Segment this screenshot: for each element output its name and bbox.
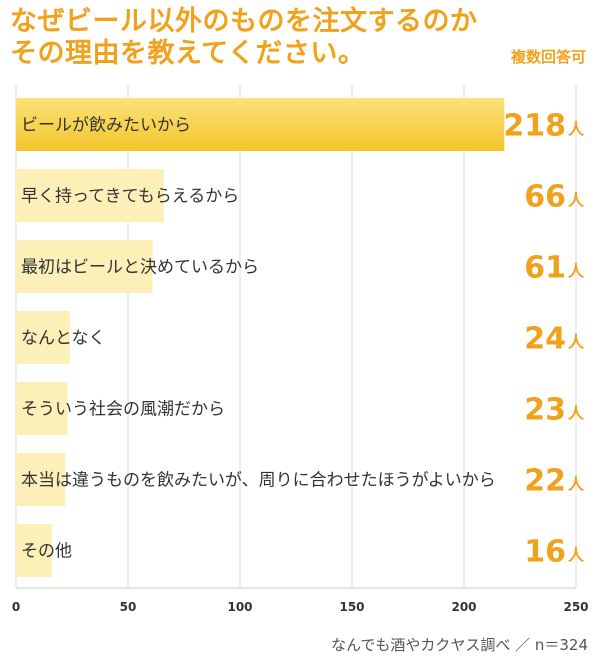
bar (16, 240, 153, 293)
value-unit: 人 (568, 333, 585, 352)
value-unit: 人 (568, 475, 585, 494)
value-unit: 人 (568, 546, 585, 565)
chart-title-line1: なぜビール以外のものを注文するのか (10, 6, 478, 37)
chart-title-line2: その理由を教えてください。 (10, 38, 366, 69)
value-label: 16 (524, 535, 566, 570)
x-tick-label: 100 (227, 600, 252, 614)
value-unit: 人 (568, 191, 585, 210)
category-label: その他 (21, 542, 72, 562)
value-unit: 人 (568, 404, 585, 423)
x-tick-label: 200 (451, 600, 476, 614)
value-label: 22 (524, 464, 566, 499)
value-label: 23 (524, 393, 566, 428)
bar (16, 524, 52, 577)
chart-title: なぜビール以外のものを注文するのか その理由を教えてください。 (10, 6, 478, 70)
value-unit: 人 (568, 262, 585, 281)
x-tick-label: 250 (563, 600, 588, 614)
x-tick-label: 50 (120, 600, 137, 614)
bar (16, 453, 66, 506)
multiple-answer-badge: 複数回答可 (510, 48, 586, 66)
source-note: なんでも酒やカクヤス調べ ／ n＝324 (331, 636, 588, 654)
bar (16, 169, 164, 222)
value-unit: 人 (568, 120, 585, 139)
value-label: 218 (503, 109, 566, 144)
category-label: 本当は違うものを飲みたいが、周りに合わせたほうがよいから (21, 471, 496, 491)
x-tick-label: 150 (339, 600, 364, 614)
value-label: 66 (524, 180, 566, 215)
value-label: 61 (524, 251, 566, 286)
category-label: 早く持ってきてもらえるから (21, 187, 239, 207)
bar (16, 311, 70, 364)
category-label: 最初はビールと決めているから (21, 258, 259, 278)
x-tick-label: 0 (12, 600, 20, 614)
bar (16, 98, 505, 151)
category-label: ビールが飲みたいから (21, 116, 191, 136)
bar (16, 382, 68, 435)
category-label: なんとなく (21, 329, 106, 349)
category-label: そういう社会の風潮だから (21, 400, 225, 420)
value-label: 24 (524, 322, 566, 357)
